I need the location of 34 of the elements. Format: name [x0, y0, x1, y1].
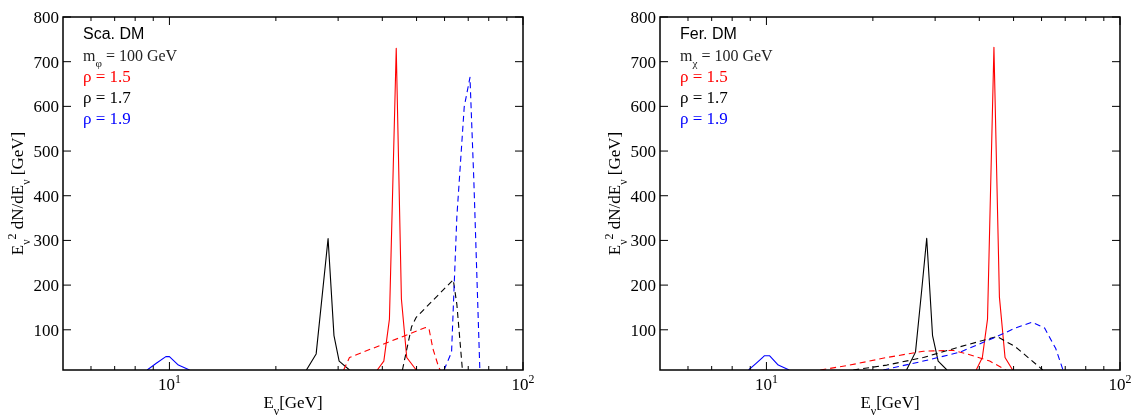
- text: ρ = 1.9: [680, 109, 728, 128]
- text: ρ = 1.7: [83, 88, 132, 107]
- y-tick-label: 300: [630, 231, 656, 251]
- text: Fer. DM: [680, 25, 737, 42]
- x-axis-title: E$_{ν}$[GeV]: [860, 393, 920, 417]
- x-tick-label: 10$^{2}$: [511, 372, 535, 394]
- text: ρ = 1.5: [83, 67, 131, 86]
- y-tick-label: 300: [33, 231, 59, 251]
- y-tick-label: 600: [33, 97, 59, 117]
- y-tick-label: 400: [630, 186, 656, 206]
- x-tick-label: 10$^{2}$: [1108, 372, 1132, 394]
- line-series: [146, 356, 191, 370]
- x-tick-label: 10$^{1}$: [754, 372, 778, 394]
- y-tick-label: 200: [630, 276, 656, 296]
- y-tick-label: 700: [630, 52, 656, 72]
- y-tick-label: 100: [33, 320, 59, 340]
- y-tick-label: 800: [33, 8, 59, 27]
- y-tick-label: 800: [630, 8, 656, 27]
- y-tick-label: 600: [630, 97, 656, 117]
- line-series: [747, 355, 790, 370]
- y-tick-label: 500: [630, 142, 656, 162]
- y-tick-label: 700: [33, 52, 59, 72]
- y-tick-label: 400: [33, 186, 59, 206]
- y-tick-label: 500: [33, 142, 59, 162]
- text: Sca. DM: [83, 25, 145, 42]
- text: ρ = 1.9: [83, 109, 131, 128]
- x-tick-label: 10$^{1}$: [157, 372, 181, 394]
- annotation: m$_{φ}$ = 100 GeV: [83, 47, 178, 69]
- line-series: [443, 76, 481, 370]
- y-tick-label: 100: [630, 320, 656, 340]
- text: ρ = 1.7: [680, 88, 729, 107]
- annotation: m$_{χ}$ = 100 GeV: [680, 47, 774, 69]
- x-axis-title: E$_{ν}$[GeV]: [263, 393, 323, 417]
- y-tick-label: 200: [33, 276, 59, 296]
